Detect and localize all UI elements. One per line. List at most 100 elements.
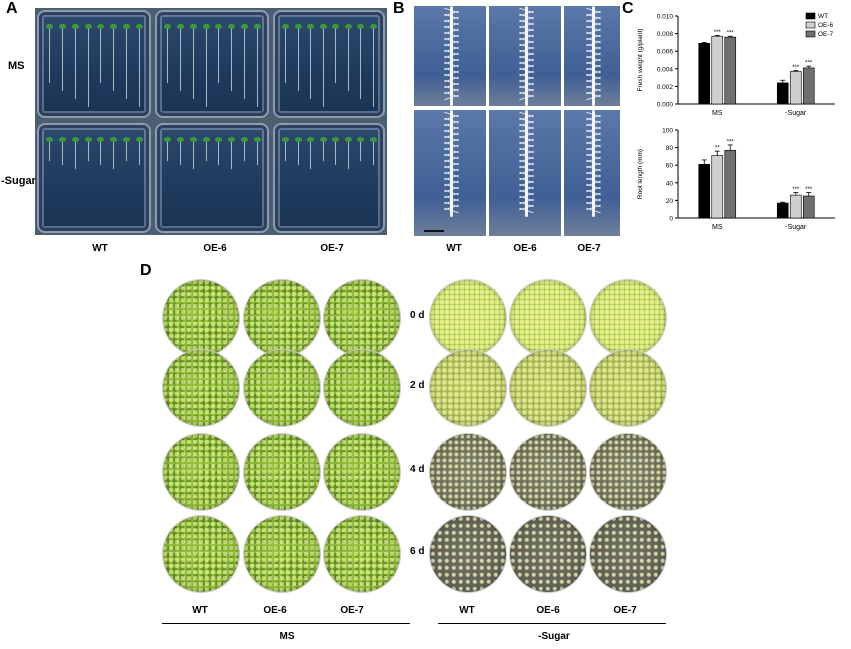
plate-sugar-wt: [37, 123, 151, 233]
seedling-leaf: [282, 24, 289, 29]
dish-sugar: [510, 516, 586, 592]
y-tick-label: 100: [662, 128, 673, 135]
x-tick-label: MS: [712, 224, 723, 231]
legend-label: OE-7: [818, 31, 834, 38]
dish-ms: [324, 516, 400, 592]
panel-d-left-col-oe6: OE-6: [263, 605, 287, 616]
bar-wt-1: [776, 82, 789, 105]
panel-letter-c: C: [622, 0, 634, 17]
seedling-leaf: [370, 137, 377, 142]
seedling-leaf: [202, 137, 210, 142]
dish-ms: [324, 280, 400, 356]
seedling-leaf: [228, 137, 236, 142]
significance-label: ***: [805, 61, 813, 67]
dish-sugar: [590, 350, 666, 426]
dish-sugar: [510, 280, 586, 356]
root-sugar-oe6: [489, 110, 561, 236]
root-ms-wt: [414, 6, 486, 106]
seedling-root: [87, 141, 89, 161]
dish-ms: [324, 350, 400, 426]
seedling-root: [373, 141, 374, 165]
dish-sugar: [590, 280, 666, 356]
seedling-leaf: [123, 137, 131, 142]
significance-label: ***: [714, 30, 722, 36]
seedling-leaf: [254, 137, 261, 142]
root-sugar-oe7: [564, 110, 620, 236]
panel-a-col-label-oe7: OE-7: [320, 243, 344, 254]
seedling-leaf: [241, 137, 249, 142]
seedling-root: [218, 28, 220, 83]
group-underline-ms: [162, 623, 410, 624]
root-ms-oe7: [564, 6, 620, 106]
seedling-leaf: [332, 137, 340, 142]
seedling-root: [360, 28, 362, 99]
y-tick-label: 0.000: [657, 102, 674, 109]
seedling-leaf: [164, 137, 171, 142]
seedling-root: [205, 28, 207, 107]
seedling-root: [126, 28, 128, 99]
seedling-root: [113, 141, 115, 169]
seedling-root: [257, 28, 258, 107]
group-underline-sugar: [438, 623, 666, 624]
seedling-root: [285, 28, 286, 83]
seedling-leaf: [84, 24, 92, 29]
seedling-leaf: [46, 137, 53, 142]
y-tick-label: 60: [666, 163, 674, 170]
y-axis-label: Fresh weight (g/plant): [637, 29, 644, 92]
seedling-leaf: [357, 137, 365, 142]
x-tick-label: MS: [712, 110, 723, 117]
seedling-root: [297, 141, 299, 165]
panel-letter-d: D: [140, 262, 152, 279]
panel-a-row-label-sugar: -Sugar: [1, 175, 36, 187]
root-ms-oe6: [489, 6, 561, 106]
dish-sugar: [590, 434, 666, 510]
seedling-root: [192, 141, 194, 169]
dish-sugar: [510, 434, 586, 510]
dish-ms: [244, 434, 320, 510]
seedling-root: [257, 141, 258, 165]
panel-d-left-col-oe7: OE-7: [340, 605, 364, 616]
seedling-root: [139, 28, 140, 107]
plate-ms-oe6: [155, 10, 269, 118]
seedling-root: [285, 141, 286, 161]
seedling-root: [322, 28, 324, 107]
seedling-leaf: [319, 137, 327, 142]
seedling-root: [218, 141, 220, 165]
seedling-leaf: [344, 24, 352, 29]
seedling-root: [322, 141, 324, 161]
seedling-root: [61, 28, 63, 91]
bar-oe-6-1: [789, 194, 802, 219]
group-label-sugar: -Sugar: [538, 631, 570, 642]
seedling-leaf: [176, 137, 184, 142]
seedling-root: [244, 141, 246, 161]
seedling-leaf: [84, 137, 92, 142]
bar-oe-7-1: [802, 195, 815, 219]
y-tick-label: 0.010: [657, 14, 674, 21]
scale-bar: [424, 230, 444, 232]
seedling-root: [179, 141, 181, 165]
seedling-leaf: [97, 137, 105, 142]
y-tick-label: 80: [666, 145, 674, 152]
seedling-leaf: [97, 24, 105, 29]
dish-sugar: [510, 350, 586, 426]
seedling-root: [167, 28, 168, 83]
seedling-leaf: [254, 24, 261, 29]
x-tick-label: -Sugar: [785, 110, 807, 117]
panel-b-col-label-oe6: OE-6: [513, 243, 537, 254]
significance-label: ***: [792, 65, 800, 71]
panel-a-col-label-wt: WT: [92, 243, 108, 254]
seedling-root: [360, 141, 362, 161]
legend-label: WT: [818, 13, 828, 20]
root-sugar-wt: [414, 110, 486, 236]
group-label-ms: MS: [279, 631, 295, 642]
seedling-leaf: [307, 24, 315, 29]
dish-ms: [163, 434, 239, 510]
y-tick-label: 40: [666, 180, 674, 187]
panel-d-right-col-oe7: OE-7: [613, 605, 637, 616]
x-tick-label: -Sugar: [785, 224, 807, 231]
seedling-root: [347, 28, 349, 91]
seedling-root: [192, 28, 194, 99]
seedling-leaf: [136, 24, 143, 29]
seedling-root: [373, 28, 374, 107]
